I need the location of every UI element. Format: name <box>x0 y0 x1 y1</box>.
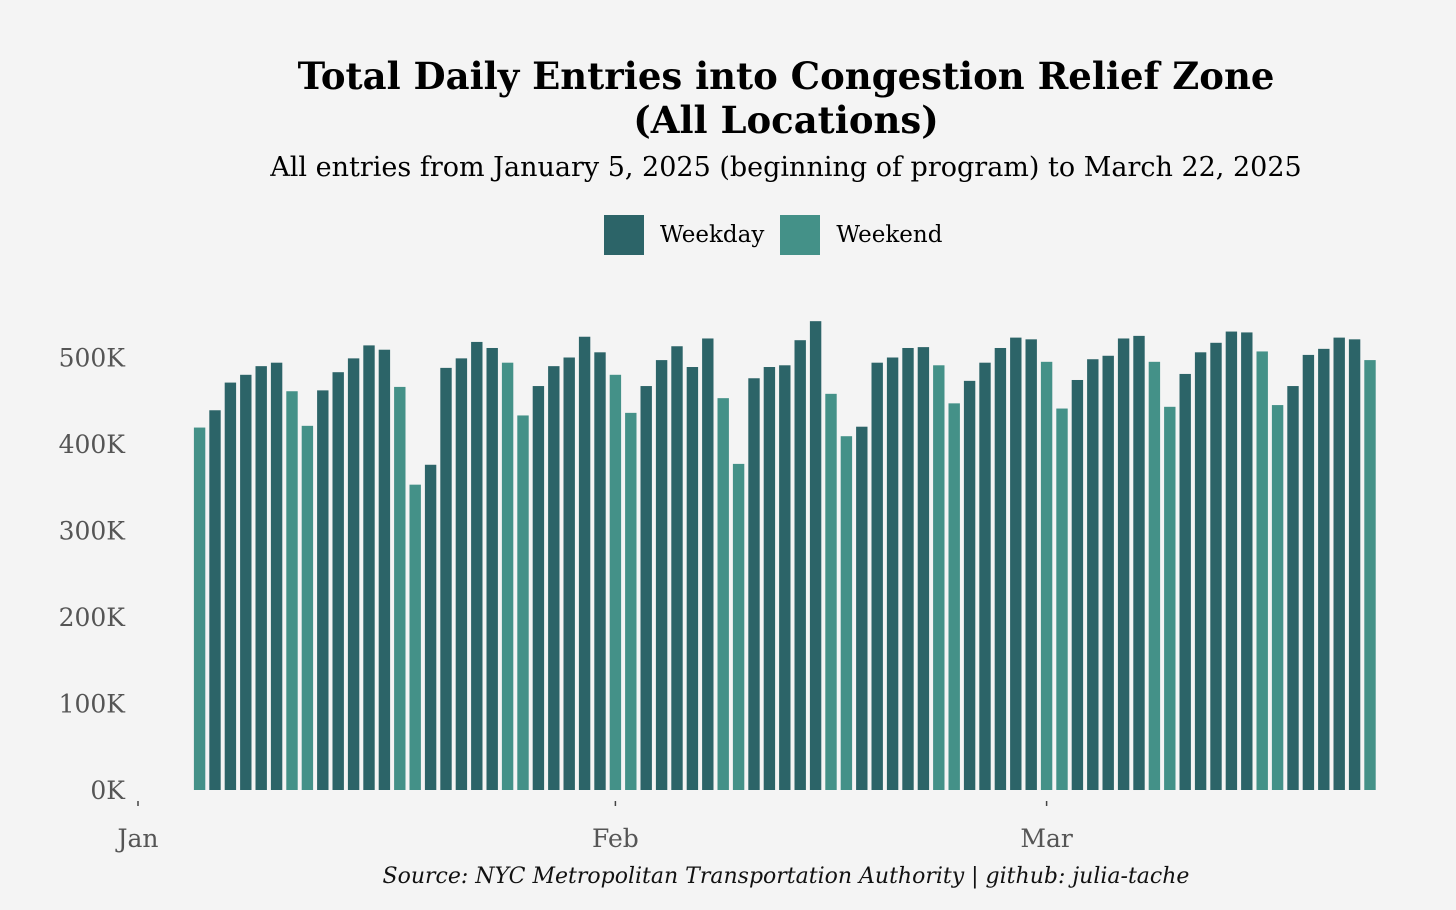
bar-weekday <box>979 362 991 790</box>
bar-weekend <box>409 484 421 790</box>
y-tick-label: 400K <box>59 430 127 459</box>
bar-weekend <box>1164 406 1176 790</box>
bar-weekday <box>548 366 560 790</box>
legend-swatch-weekend <box>780 215 821 255</box>
bar-weekday <box>671 346 683 790</box>
bar-weekday <box>856 426 868 790</box>
bar-weekend <box>1056 408 1068 790</box>
bar-weekday <box>871 362 883 790</box>
y-tick-label: 200K <box>59 603 127 632</box>
x-tick-label: Jan <box>114 824 158 853</box>
bar-weekday <box>347 358 360 790</box>
bar-weekend <box>517 415 529 790</box>
legend-item-weekend: Weekend <box>780 215 942 255</box>
bar-weekend <box>933 365 945 790</box>
bar-weekday <box>809 321 822 790</box>
y-tick-label: 0K <box>90 776 126 805</box>
bar-weekend <box>301 425 314 790</box>
y-tick-label: 500K <box>59 344 127 373</box>
bar-weekday <box>1117 338 1130 790</box>
bar-weekday <box>1087 359 1099 790</box>
bar-weekday <box>1102 355 1114 790</box>
bar-weekday <box>886 357 899 790</box>
bar-weekday <box>1010 337 1022 790</box>
bar-weekday <box>578 336 591 790</box>
bar-weekday <box>1133 335 1145 791</box>
bar-weekday <box>1071 379 1084 790</box>
y-tick-label: 100K <box>59 690 127 719</box>
bar-weekday <box>1225 331 1238 790</box>
bar-weekday <box>1194 352 1207 790</box>
bar-weekday <box>471 341 483 790</box>
bar-weekday <box>640 386 652 790</box>
bar-weekday <box>1318 348 1330 790</box>
bar-weekend <box>193 427 206 790</box>
legend-swatch-weekday <box>604 215 644 255</box>
bar-weekday <box>363 345 375 790</box>
chart-title-line-2: (All Locations) <box>633 98 939 142</box>
bar-weekday <box>748 378 760 790</box>
bar-weekend <box>840 436 853 790</box>
bar-weekend <box>825 393 837 790</box>
bar-weekday <box>486 347 498 790</box>
bar-weekday <box>440 367 452 790</box>
bar-weekday <box>317 390 329 790</box>
bar-weekend <box>1364 360 1376 790</box>
bar-weekday <box>1179 373 1191 790</box>
bar-weekend <box>625 412 637 790</box>
bar-weekend <box>717 398 729 790</box>
source-caption: Source: NYC Metropolitan Transportation … <box>382 864 1190 889</box>
bar-weekday <box>763 367 776 790</box>
bar-weekday <box>1287 386 1299 790</box>
bar-weekend <box>1148 361 1161 790</box>
bar-weekend <box>609 374 622 790</box>
bar-weekday <box>1025 339 1037 790</box>
chart-legend: Weekday Weekend <box>604 214 958 256</box>
bar-weekday <box>1333 337 1345 790</box>
bar-weekday <box>378 349 391 790</box>
bar-weekday <box>270 362 283 790</box>
bar-weekend <box>286 391 298 790</box>
chart-title-line-1: Total Daily Entries into Congestion Reli… <box>297 54 1275 98</box>
bar-weekday <box>209 410 221 790</box>
bar-weekday <box>686 367 699 790</box>
bar-weekday <box>1302 354 1315 790</box>
bar-weekday <box>1210 342 1222 790</box>
bar-weekend <box>394 386 406 790</box>
bar-weekday <box>455 358 468 790</box>
bar-weekday <box>1348 339 1361 790</box>
bar-weekday <box>702 338 714 790</box>
y-tick-label: 300K <box>59 517 127 546</box>
bar-weekday <box>917 347 930 790</box>
bar-weekday <box>779 365 791 790</box>
x-tick-label: Mar <box>1020 824 1073 853</box>
bar-weekday <box>224 382 237 790</box>
bar-weekend <box>1040 361 1053 790</box>
legend-item-weekday: Weekday <box>604 215 764 255</box>
legend-label-weekend: Weekend <box>836 222 943 248</box>
bar-weekday <box>963 380 976 790</box>
bar-weekday <box>424 464 437 790</box>
bar-weekday <box>594 352 606 790</box>
bar-weekday <box>902 347 914 790</box>
bar-weekday <box>655 360 668 790</box>
legend-label-weekday: Weekday <box>660 222 765 248</box>
bar-weekday <box>532 386 545 790</box>
bar-weekday <box>1241 332 1253 790</box>
bar-weekday <box>240 374 252 790</box>
bar-weekday <box>563 357 575 790</box>
bar-weekday <box>994 347 1007 790</box>
bar-weekday <box>255 366 267 790</box>
bar-weekday <box>332 372 344 790</box>
x-tick-label: Feb <box>592 824 639 853</box>
bar-weekday <box>794 340 806 790</box>
bar-weekend <box>948 403 960 790</box>
chart-title: Total Daily Entries into Congestion Reli… <box>140 54 1432 142</box>
bar-weekend <box>1256 351 1268 790</box>
bar-weekend <box>732 463 745 790</box>
bar-weekend <box>1271 405 1284 790</box>
chart-subtitle: All entries from January 5, 2025 (beginn… <box>270 152 1302 183</box>
bar-weekend <box>501 362 514 790</box>
